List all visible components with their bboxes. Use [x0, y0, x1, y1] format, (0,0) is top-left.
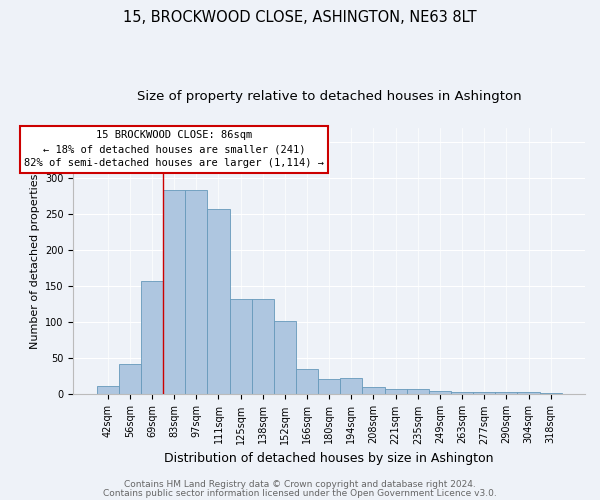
- Bar: [429, 391, 451, 394]
- Bar: [251, 298, 274, 394]
- Bar: [539, 393, 562, 394]
- Bar: [230, 298, 251, 394]
- Bar: [451, 392, 473, 394]
- Bar: [119, 364, 141, 394]
- Bar: [318, 378, 340, 394]
- Bar: [296, 369, 318, 394]
- Text: Contains HM Land Registry data © Crown copyright and database right 2024.: Contains HM Land Registry data © Crown c…: [124, 480, 476, 489]
- Bar: [141, 282, 163, 395]
- Bar: [185, 190, 208, 394]
- Bar: [473, 392, 496, 394]
- Bar: [340, 378, 362, 394]
- Bar: [163, 190, 185, 394]
- Bar: [496, 392, 517, 394]
- Bar: [274, 321, 296, 394]
- Bar: [362, 387, 385, 394]
- Text: Contains public sector information licensed under the Open Government Licence v3: Contains public sector information licen…: [103, 488, 497, 498]
- Text: 15, BROCKWOOD CLOSE, ASHINGTON, NE63 8LT: 15, BROCKWOOD CLOSE, ASHINGTON, NE63 8LT: [123, 10, 477, 25]
- Bar: [385, 388, 407, 394]
- Bar: [407, 388, 429, 394]
- X-axis label: Distribution of detached houses by size in Ashington: Distribution of detached houses by size …: [164, 452, 494, 465]
- Bar: [97, 386, 119, 394]
- Bar: [517, 392, 539, 394]
- Text: 15 BROCKWOOD CLOSE: 86sqm
← 18% of detached houses are smaller (241)
82% of semi: 15 BROCKWOOD CLOSE: 86sqm ← 18% of detac…: [24, 130, 324, 168]
- Title: Size of property relative to detached houses in Ashington: Size of property relative to detached ho…: [137, 90, 521, 103]
- Bar: [208, 209, 230, 394]
- Y-axis label: Number of detached properties: Number of detached properties: [29, 174, 40, 349]
